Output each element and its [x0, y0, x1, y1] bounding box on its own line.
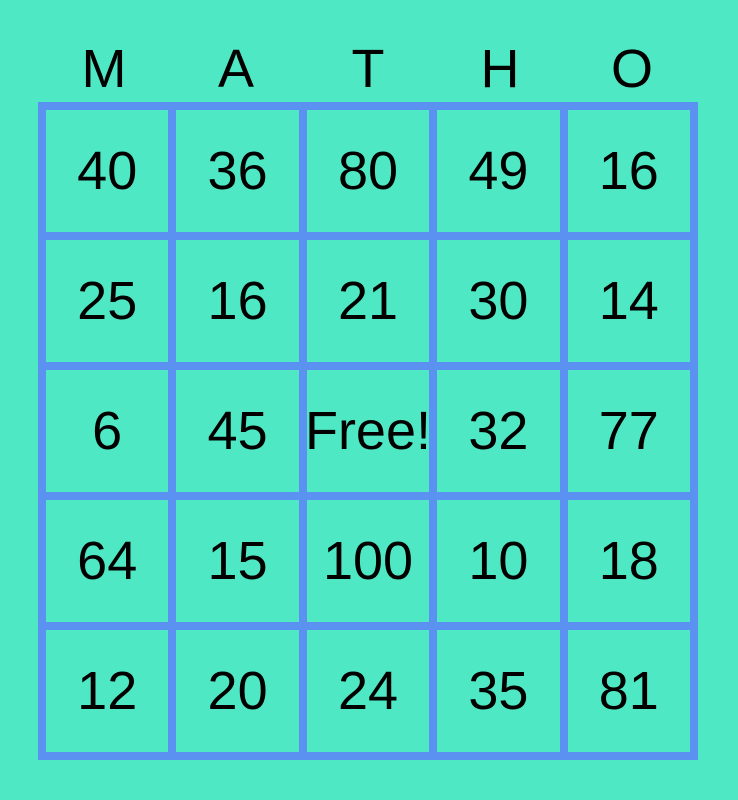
bingo-cell-r2c5[interactable]: 14	[567, 240, 690, 362]
card-title-letters: M A T H O	[38, 38, 698, 100]
column-letter-t: T	[351, 39, 385, 99]
bingo-cell-r3c5[interactable]: 77	[567, 370, 690, 492]
bingo-cell-r1c5[interactable]: 16	[567, 110, 690, 232]
bingo-cell-r4c2[interactable]: 15	[176, 500, 299, 622]
bingo-cell-r5c3[interactable]: 24	[306, 630, 430, 752]
bingo-cell-free[interactable]: Free!	[306, 370, 430, 492]
bingo-cell-r5c4[interactable]: 35	[437, 630, 560, 752]
bingo-cell-r5c5[interactable]: 81	[567, 630, 690, 752]
bingo-cell-r3c1[interactable]: 6	[46, 370, 169, 492]
bingo-cell-r2c3[interactable]: 21	[306, 240, 430, 362]
bingo-cell-r5c2[interactable]: 20	[176, 630, 299, 752]
bingo-cell-r3c2[interactable]: 45	[176, 370, 299, 492]
bingo-cell-r4c1[interactable]: 64	[46, 500, 169, 622]
column-letter-o: O	[610, 39, 653, 99]
bingo-cell-r4c4[interactable]: 10	[437, 500, 560, 622]
bingo-cell-r2c4[interactable]: 30	[437, 240, 560, 362]
column-letter-h: H	[480, 39, 520, 99]
bingo-cell-r2c2[interactable]: 16	[176, 240, 299, 362]
bingo-cell-r3c4[interactable]: 32	[437, 370, 560, 492]
column-letter-m: M	[81, 39, 127, 99]
bingo-cell-r1c3[interactable]: 80	[306, 110, 430, 232]
bingo-cell-r4c5[interactable]: 18	[567, 500, 690, 622]
bingo-grid: 40 36 80 49 16 25 16 21 30 14 6 45 Free!…	[38, 102, 698, 760]
bingo-cell-r2c1[interactable]: 25	[46, 240, 169, 362]
bingo-cell-r1c2[interactable]: 36	[176, 110, 299, 232]
bingo-cell-r1c1[interactable]: 40	[46, 110, 169, 232]
bingo-cell-r5c1[interactable]: 12	[46, 630, 169, 752]
bingo-cell-r4c3[interactable]: 100	[306, 500, 430, 622]
bingo-cell-r1c4[interactable]: 49	[437, 110, 560, 232]
column-letter-a: A	[217, 39, 255, 99]
